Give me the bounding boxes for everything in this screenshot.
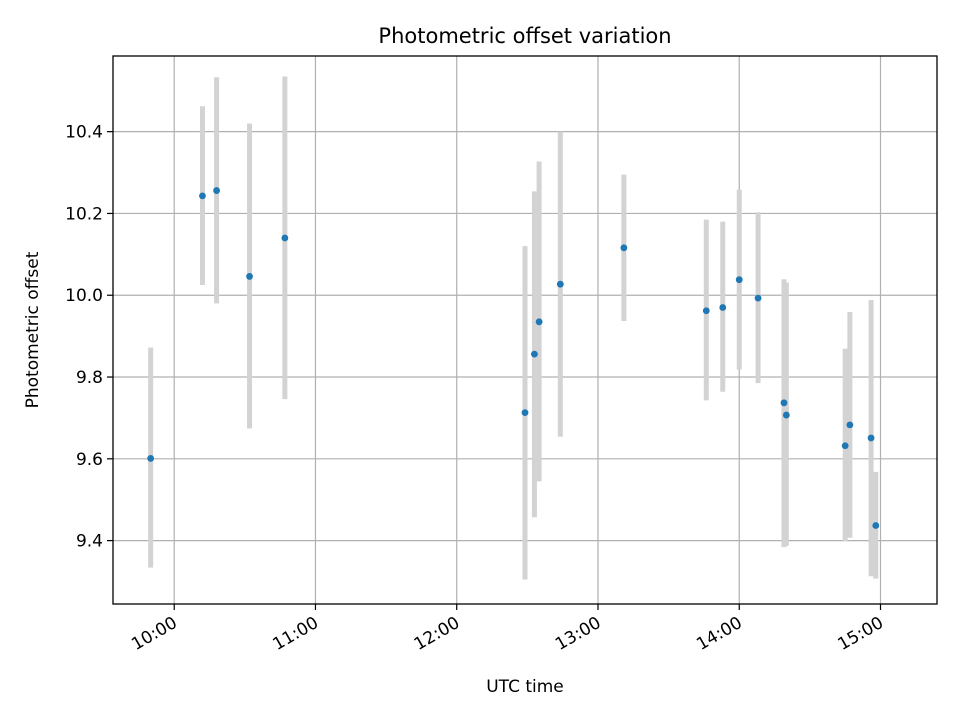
y-tick-label: 10.0 [65, 286, 103, 306]
data-point [213, 187, 220, 194]
data-point [702, 307, 710, 315]
y-axis-label: Photometric offset [23, 251, 43, 408]
data-point [246, 273, 253, 280]
data-point [872, 522, 880, 529]
data-point [735, 276, 743, 284]
x-axis-label: UTC time [486, 677, 564, 697]
y-tick-label: 9.8 [76, 368, 103, 388]
data-point [199, 192, 206, 200]
data-point [846, 421, 854, 429]
data-point [782, 411, 790, 419]
y-tick-label: 10.4 [65, 123, 103, 143]
data-point [867, 434, 875, 442]
data-point [531, 350, 538, 358]
data-point [535, 318, 543, 326]
y-tick-label: 9.6 [76, 450, 103, 470]
chart-title: Photometric offset variation [378, 24, 671, 48]
y-tick-label: 9.4 [76, 532, 103, 552]
data-point [754, 294, 762, 302]
data-point [147, 455, 155, 462]
y-tick-label: 10.2 [65, 204, 103, 224]
data-point [620, 244, 628, 252]
plot-area-frame [112, 55, 938, 605]
data-point [780, 399, 788, 407]
data-point [556, 280, 564, 288]
data-points [147, 187, 880, 529]
data-point [841, 442, 849, 450]
data-point [281, 234, 289, 242]
data-point [719, 304, 727, 311]
data-point [521, 409, 529, 417]
